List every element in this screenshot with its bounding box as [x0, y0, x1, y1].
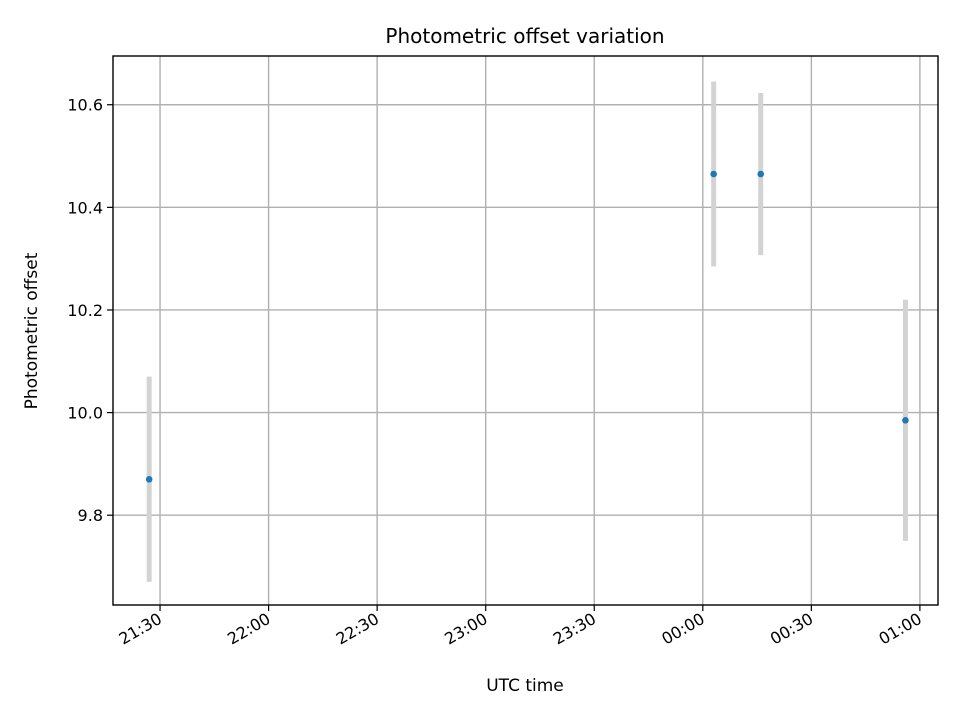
y-axis-ticks: 9.8 10.0 10.2 10.4 10.6: [67, 96, 113, 525]
data-point: [757, 170, 764, 178]
x-tick-label: 01:00: [875, 609, 924, 649]
x-tick-label: 23:30: [550, 609, 599, 649]
y-tick-label: 10.4: [67, 198, 103, 217]
chart-title: Photometric offset variation: [385, 24, 664, 48]
x-tick-label: 22:00: [224, 609, 273, 649]
grid-layer: [113, 56, 938, 605]
y-tick-label: 10.6: [67, 96, 103, 115]
y-tick-label: 10.2: [67, 301, 103, 320]
y-tick-label: 10.0: [67, 404, 103, 423]
x-tick-label: 00:30: [767, 609, 816, 649]
plot-frame: [112, 55, 939, 606]
data-point: [710, 170, 717, 178]
data-point: [145, 475, 153, 483]
x-tick-label: 00:00: [658, 609, 707, 649]
data-point: [902, 416, 909, 424]
x-tick-label: 21:30: [116, 609, 165, 649]
y-tick-label: 9.8: [78, 506, 103, 525]
x-tick-label: 22:30: [333, 609, 382, 649]
point-layer: [145, 170, 909, 483]
y-axis-title: Photometric offset: [22, 252, 42, 409]
x-axis-title: UTC time: [486, 676, 564, 696]
errorbar-layer: [146, 81, 908, 582]
x-tick-label: 23:00: [441, 609, 490, 649]
x-axis-ticks: 21:30 22:00 22:30 23:00 23:30 00:00 00:30 01:00: [116, 605, 925, 649]
